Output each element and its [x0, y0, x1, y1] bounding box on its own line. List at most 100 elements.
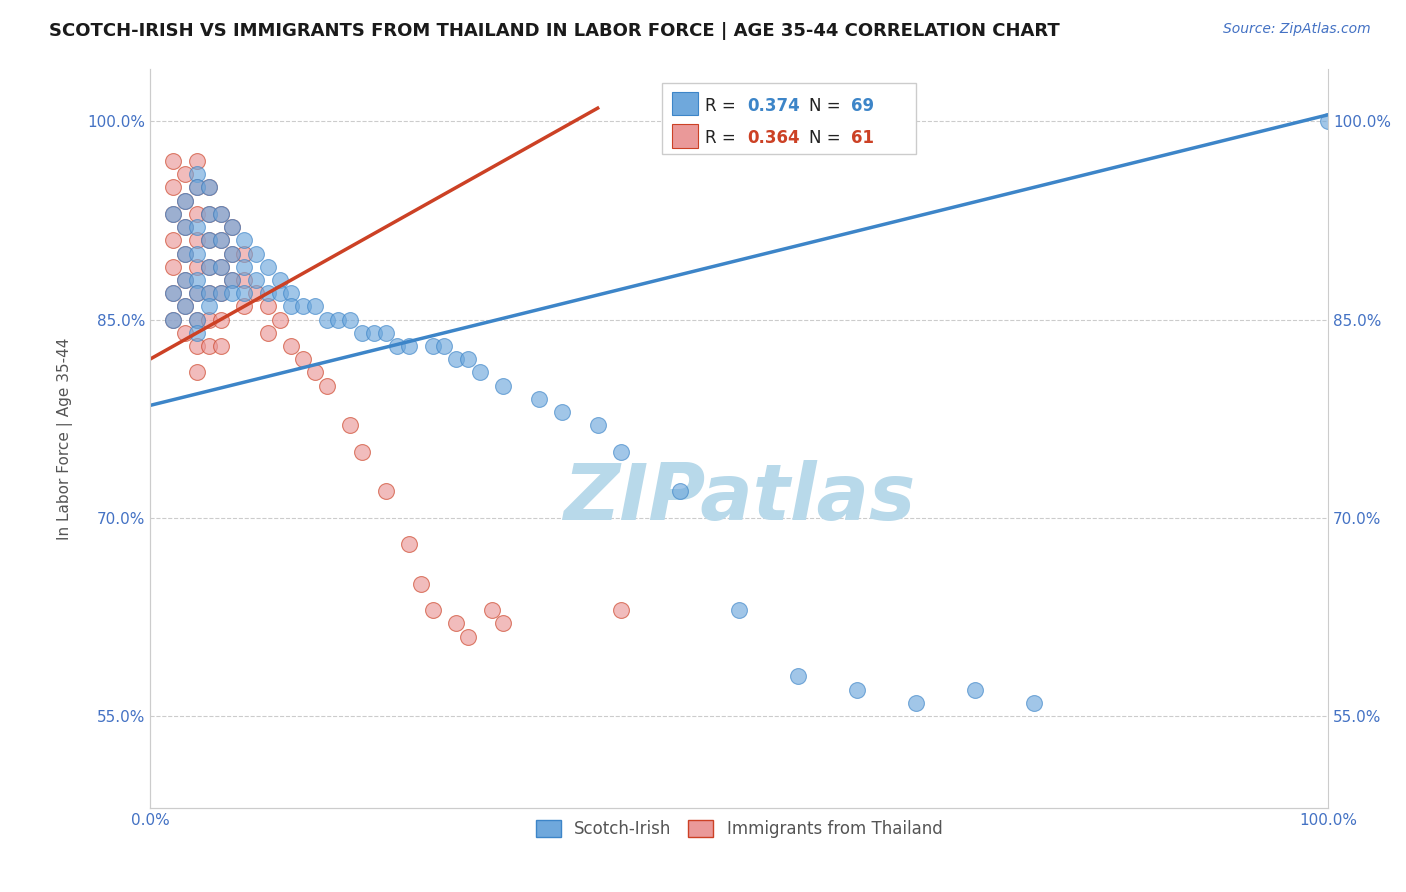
Point — [904, 696, 927, 710]
Point — [209, 260, 232, 274]
Point — [186, 286, 208, 301]
Point — [457, 630, 479, 644]
Point — [551, 405, 574, 419]
Point — [350, 444, 373, 458]
Point — [186, 326, 208, 340]
Point — [398, 537, 420, 551]
Point — [174, 299, 197, 313]
Point — [233, 299, 256, 313]
Point — [269, 312, 291, 326]
Point — [198, 207, 221, 221]
Point — [728, 603, 751, 617]
Point — [221, 220, 243, 235]
Point — [374, 326, 396, 340]
Point — [328, 312, 350, 326]
Point — [186, 180, 208, 194]
Point — [845, 682, 868, 697]
Text: N =: N = — [808, 129, 845, 147]
Point — [174, 167, 197, 181]
Point — [280, 339, 302, 353]
Point — [209, 312, 232, 326]
Point — [669, 484, 692, 499]
Point — [256, 286, 278, 301]
Point — [422, 339, 444, 353]
Point — [198, 286, 221, 301]
Point — [446, 616, 468, 631]
Point — [186, 312, 208, 326]
Point — [221, 220, 243, 235]
Point — [174, 273, 197, 287]
Point — [198, 207, 221, 221]
Point — [186, 180, 208, 194]
Point — [292, 299, 315, 313]
Point — [233, 260, 256, 274]
Legend: Scotch-Irish, Immigrants from Thailand: Scotch-Irish, Immigrants from Thailand — [529, 813, 949, 845]
Point — [209, 207, 232, 221]
Point — [1022, 696, 1045, 710]
Point — [174, 299, 197, 313]
Text: R =: R = — [704, 97, 741, 115]
Text: ZIPatlas: ZIPatlas — [562, 459, 915, 536]
Point — [162, 286, 184, 301]
Point — [610, 603, 633, 617]
Point — [233, 273, 256, 287]
Text: N =: N = — [808, 97, 845, 115]
Point — [162, 180, 184, 194]
Point — [162, 286, 184, 301]
Point — [492, 616, 515, 631]
Point — [339, 418, 361, 433]
Point — [269, 273, 291, 287]
Point — [174, 194, 197, 208]
Point — [292, 352, 315, 367]
Point — [198, 312, 221, 326]
Point — [586, 418, 609, 433]
Point — [198, 260, 221, 274]
Point — [610, 444, 633, 458]
Point — [186, 366, 208, 380]
Point — [269, 286, 291, 301]
Point — [174, 326, 197, 340]
Point — [221, 246, 243, 260]
Point — [374, 484, 396, 499]
Text: Source: ZipAtlas.com: Source: ZipAtlas.com — [1223, 22, 1371, 37]
Point — [398, 339, 420, 353]
Point — [186, 207, 208, 221]
Y-axis label: In Labor Force | Age 35-44: In Labor Force | Age 35-44 — [58, 337, 73, 540]
Point — [315, 312, 337, 326]
Point — [446, 352, 468, 367]
FancyBboxPatch shape — [662, 83, 915, 153]
Point — [787, 669, 810, 683]
Point — [174, 194, 197, 208]
Point — [198, 233, 221, 247]
FancyBboxPatch shape — [672, 92, 697, 115]
Point — [221, 273, 243, 287]
Point — [280, 286, 302, 301]
FancyBboxPatch shape — [672, 124, 697, 148]
Point — [315, 378, 337, 392]
Point — [174, 273, 197, 287]
Point — [256, 326, 278, 340]
Point — [198, 180, 221, 194]
Point — [198, 260, 221, 274]
Point — [162, 207, 184, 221]
Text: 69: 69 — [851, 97, 875, 115]
Point — [209, 286, 232, 301]
Point — [481, 603, 503, 617]
Point — [233, 286, 256, 301]
Point — [304, 366, 326, 380]
Point — [209, 286, 232, 301]
Point — [186, 246, 208, 260]
Point — [162, 260, 184, 274]
Point — [221, 286, 243, 301]
Point — [221, 273, 243, 287]
Point — [186, 273, 208, 287]
Point — [492, 378, 515, 392]
Point — [363, 326, 385, 340]
Point — [433, 339, 456, 353]
Point — [209, 207, 232, 221]
Point — [162, 207, 184, 221]
Point — [174, 246, 197, 260]
Point — [174, 220, 197, 235]
Point — [209, 233, 232, 247]
Text: R =: R = — [704, 129, 741, 147]
